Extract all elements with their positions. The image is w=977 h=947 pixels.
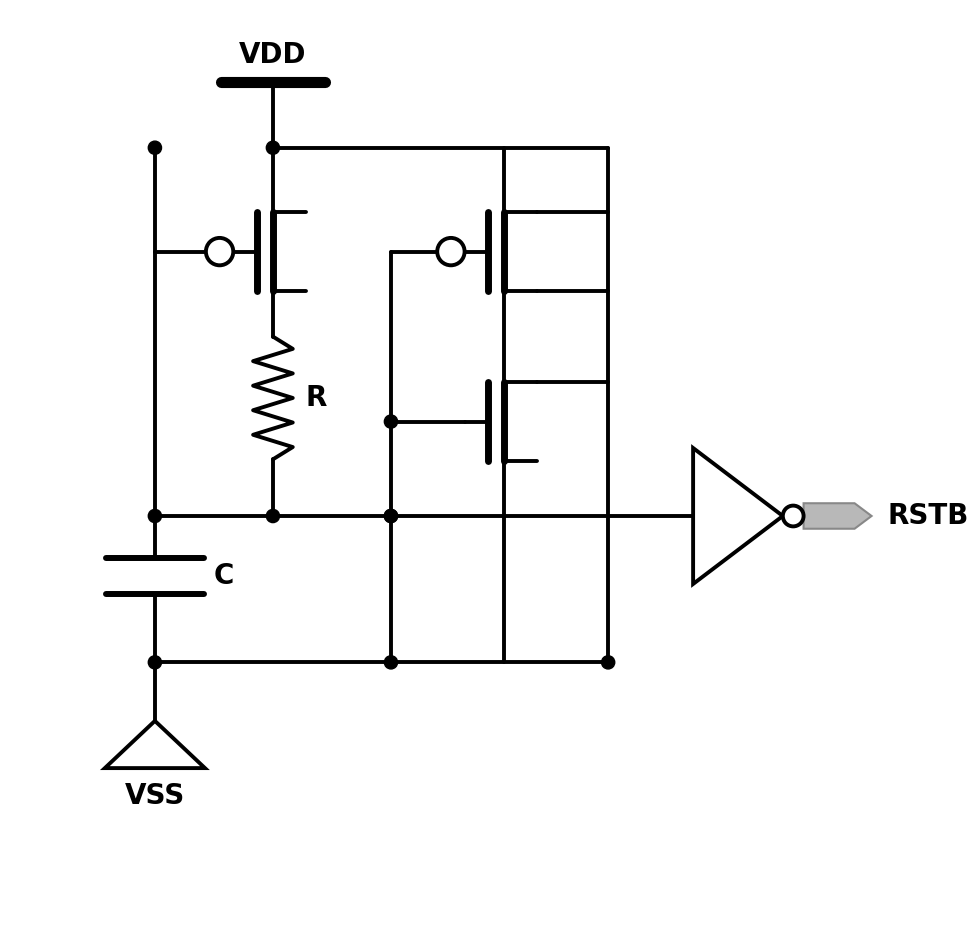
Text: C: C xyxy=(213,563,234,590)
Circle shape xyxy=(384,509,398,523)
Text: VSS: VSS xyxy=(125,782,185,811)
Circle shape xyxy=(384,655,398,669)
Circle shape xyxy=(384,509,398,523)
Circle shape xyxy=(601,655,615,669)
Circle shape xyxy=(149,509,161,523)
Circle shape xyxy=(149,655,161,669)
Circle shape xyxy=(782,506,803,527)
Polygon shape xyxy=(803,503,871,528)
Text: VDD: VDD xyxy=(239,42,307,69)
Circle shape xyxy=(266,141,279,154)
Circle shape xyxy=(437,238,464,265)
Circle shape xyxy=(384,415,398,428)
Text: R: R xyxy=(306,384,327,412)
Text: RSTB: RSTB xyxy=(887,502,968,530)
Circle shape xyxy=(206,238,234,265)
Circle shape xyxy=(266,509,279,523)
Circle shape xyxy=(149,141,161,154)
